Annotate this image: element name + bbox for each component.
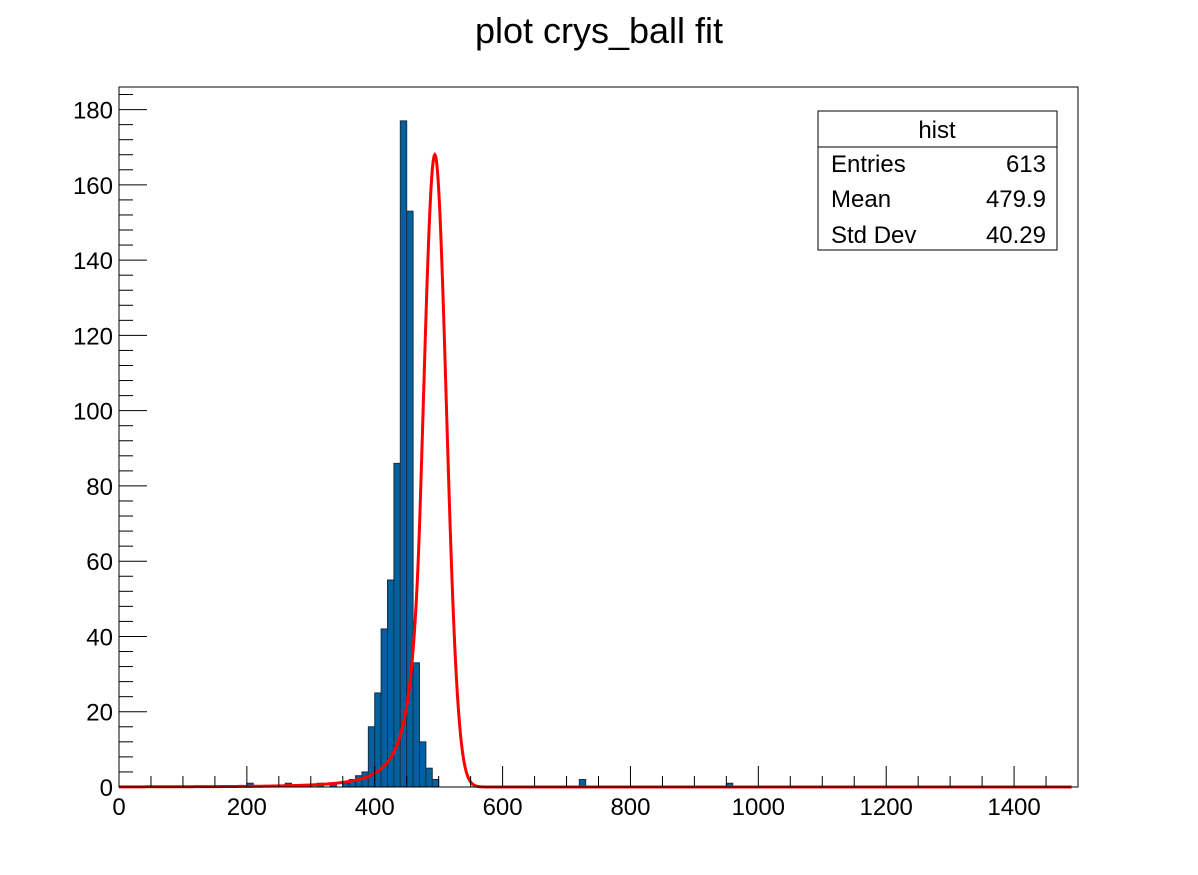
stats-box: hist Entries 613 Mean 479.9 Std Dev 40.2… xyxy=(817,110,1058,251)
y-tick-label: 40 xyxy=(86,624,113,651)
histogram-bar xyxy=(412,662,420,788)
y-tick-label: 80 xyxy=(86,474,113,501)
x-tick-label: 0 xyxy=(112,794,125,821)
y-tick-label: 0 xyxy=(100,775,113,802)
y-tick-label: 60 xyxy=(86,549,113,576)
y-tick-label: 20 xyxy=(86,700,113,727)
x-tick-label: 400 xyxy=(355,794,395,821)
stats-box-title: hist xyxy=(918,117,956,144)
stats-entries-label: Entries xyxy=(831,151,906,178)
y-tick-label: 100 xyxy=(73,399,113,426)
x-tick-label: 1200 xyxy=(860,794,913,821)
histogram-bar xyxy=(431,778,440,788)
histogram-bar xyxy=(399,120,408,788)
x-tick-label: 600 xyxy=(483,794,523,821)
histogram-bar xyxy=(425,767,433,788)
stats-mean-label: Mean xyxy=(831,186,891,213)
histogram-bars xyxy=(246,120,734,788)
x-axis: 0 200 400 600 800 1000 1200 1400 xyxy=(112,766,1079,821)
y-axis: 0 20 40 60 80 100 120 140 160 180 xyxy=(73,94,147,802)
y-tick-label: 180 xyxy=(73,98,113,125)
y-tick-label: 140 xyxy=(73,248,113,275)
x-tick-label: 200 xyxy=(227,794,267,821)
x-tick-label: 1400 xyxy=(987,794,1040,821)
histogram-bar xyxy=(367,726,376,788)
y-tick-label: 160 xyxy=(73,173,113,200)
stats-entries-value: 613 xyxy=(1006,151,1046,178)
stats-stddev-label: Std Dev xyxy=(831,222,916,249)
y-tick-label: 120 xyxy=(73,323,113,350)
chart-title: plot crys_ball fit xyxy=(475,10,723,51)
stats-stddev-value: 40.29 xyxy=(986,222,1046,249)
stats-mean-value: 479.9 xyxy=(986,186,1046,213)
stats-box-frame xyxy=(817,110,1058,251)
x-tick-label: 1000 xyxy=(732,794,785,821)
histogram-bar xyxy=(418,741,427,788)
x-tick-label: 800 xyxy=(610,794,650,821)
